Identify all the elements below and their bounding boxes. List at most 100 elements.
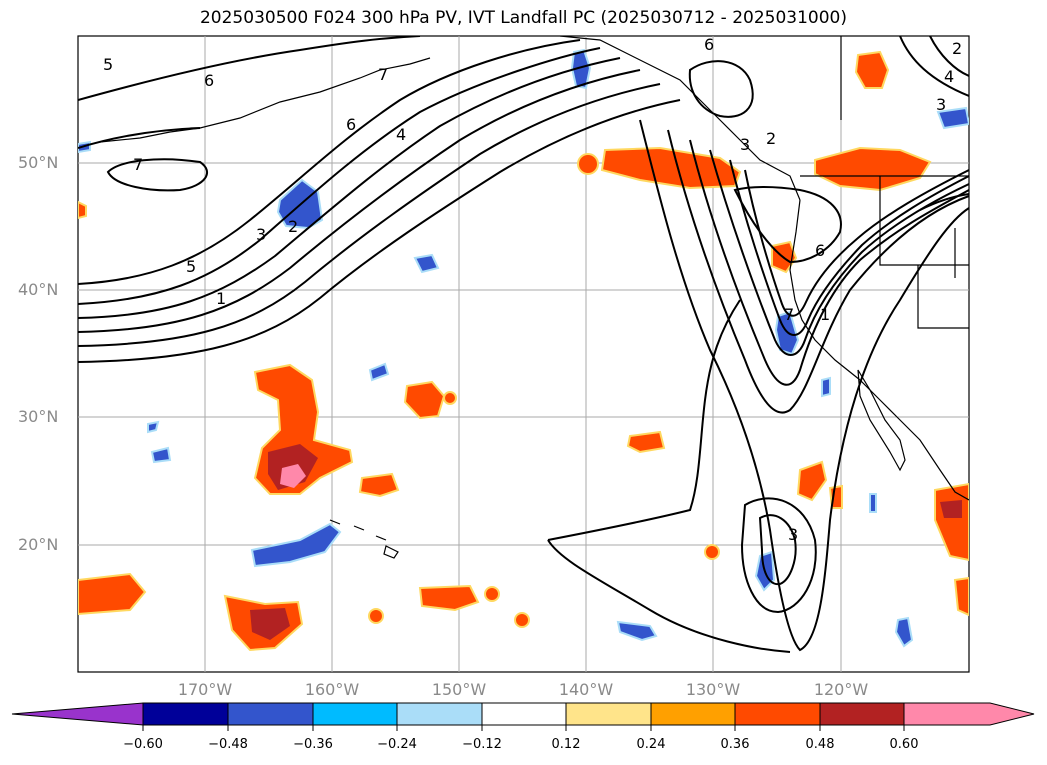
contour-ne-pacific-2 <box>78 127 201 149</box>
pv-positive-anomalies <box>78 50 969 652</box>
pv-blob-south-small-2 <box>514 612 530 628</box>
colorbar-label: −0.36 <box>293 737 333 752</box>
contour-low-circle <box>106 158 208 192</box>
pv-blob-neg-4 <box>368 362 390 382</box>
contour-label: 6 <box>204 71 214 90</box>
pv-blob-mexico-core <box>940 500 962 518</box>
contour-south-3 <box>758 514 797 586</box>
colorbar-label: 0.24 <box>636 737 666 752</box>
colorbar-bin <box>565 702 652 726</box>
us-state-1 <box>879 176 969 266</box>
contour-label: 6 <box>346 115 356 134</box>
pv-blob-south-small <box>484 586 500 602</box>
colorbar-label: −0.24 <box>377 737 417 752</box>
contour-north-loop <box>688 60 754 118</box>
pv-blob-southwest <box>78 572 147 616</box>
contour-south-4 <box>740 497 817 614</box>
contour-jet-3 <box>78 57 621 319</box>
lon-tick-label: 150°W <box>431 680 487 699</box>
pv-blob-small-gulf <box>577 153 599 175</box>
pv-blob-southwest-2-core <box>250 608 290 640</box>
contour-e-1 <box>919 193 969 211</box>
contour-label: 3 <box>740 135 750 154</box>
colorbar-bin <box>312 702 398 726</box>
coastlines <box>99 36 969 559</box>
colorbar-label: 0.60 <box>889 737 919 752</box>
contour-south-lobe <box>547 299 741 541</box>
colorbar-bin <box>227 702 314 726</box>
north-america-coast <box>789 199 969 501</box>
contour-trough-4 <box>709 149 969 356</box>
lon-tick-label: 140°W <box>558 680 614 699</box>
contour-label: 7 <box>133 155 143 174</box>
pv-blob-neg-5 <box>616 620 658 642</box>
lon-tick-label: 170°W <box>177 680 233 699</box>
contour-jet-5 <box>78 83 661 347</box>
contour-ne-pacific-1 <box>78 36 421 101</box>
lon-tick-label: 120°W <box>813 680 869 699</box>
pv-blob-mid-2 <box>626 430 666 454</box>
pv-blob-neg-alaska <box>570 48 592 90</box>
pv-blob-neg-10 <box>147 420 160 434</box>
lat-tick-label: 20°N <box>18 535 59 554</box>
pv-blob-center-north-peak <box>280 464 306 488</box>
contour-label: 3 <box>256 225 266 244</box>
colorbar-bin <box>650 702 736 726</box>
colorbar-label: −0.12 <box>462 737 502 752</box>
colorbar-bin <box>481 702 567 726</box>
pv-blob-south <box>418 584 480 612</box>
pv-blob-neg-8 <box>821 376 831 398</box>
contour-ne-1 <box>899 36 969 97</box>
contour-trough-2 <box>667 129 969 414</box>
contour-jet-6 <box>78 99 681 363</box>
contour-trough-6 <box>744 169 969 317</box>
lon-tick-label: 160°W <box>304 680 360 699</box>
contour-label: 1 <box>820 305 830 324</box>
contour-label: 1 <box>216 289 226 308</box>
colorbar <box>11 702 1035 731</box>
pv-blob-mid-small <box>443 391 457 405</box>
alaska-coast <box>559 36 801 201</box>
colorbar-extend-left <box>11 702 144 726</box>
contour-label: 3 <box>788 525 798 544</box>
colorbar-label: −0.48 <box>208 737 248 752</box>
contour-label: 6 <box>815 241 825 260</box>
hawaii-islands <box>329 519 399 559</box>
pv-blob-gulf <box>600 146 742 190</box>
pv-blob-south-small-3 <box>368 608 384 624</box>
colorbar-bin <box>734 702 821 726</box>
pv-blob-neg-center <box>413 253 440 274</box>
colorbar-bin <box>819 702 905 726</box>
contour-label: 7 <box>784 305 794 324</box>
us-state-2 <box>917 265 969 329</box>
pv-blob-bc <box>814 146 932 192</box>
pv-blob-baja-west <box>796 460 828 502</box>
ivt-contours <box>78 36 969 653</box>
contour-jet-4 <box>78 69 641 333</box>
contour-label: 4 <box>396 125 406 144</box>
lat-tick-label: 50°N <box>18 153 59 172</box>
map-frame <box>77 35 970 673</box>
contour-ne-2 <box>929 36 969 77</box>
contour-label: 2 <box>288 217 298 236</box>
map-title: 2025030500 F024 300 hPa PV, IVT Landfall… <box>199 8 847 28</box>
pv-blob-neg-7 <box>894 616 914 648</box>
colorbar-extend-right <box>903 702 1035 726</box>
contour-label: 5 <box>186 257 196 276</box>
lat-tick-label: 30°N <box>18 407 59 426</box>
contour-label: 4 <box>944 67 954 86</box>
contour-label: 2 <box>766 129 776 148</box>
contour-trough-3 <box>689 139 969 386</box>
contour-label: 6 <box>704 35 714 54</box>
pv-blob-neg-9 <box>869 493 877 513</box>
colorbar-label: 0.36 <box>720 737 750 752</box>
contour-south-lobe-2 <box>547 539 791 653</box>
contour-labels: 5 6 7 6 4 3 2 5 1 7 2 6 3 4 3 2 6 7 1 3 <box>103 35 962 544</box>
contour-label: 3 <box>936 95 946 114</box>
baja-california <box>857 369 906 472</box>
lon-tick-label: 130°W <box>685 680 741 699</box>
contour-label: 2 <box>952 39 962 58</box>
pv-blob-mid <box>403 380 446 420</box>
pv-blob-small-south-2 <box>704 544 720 560</box>
